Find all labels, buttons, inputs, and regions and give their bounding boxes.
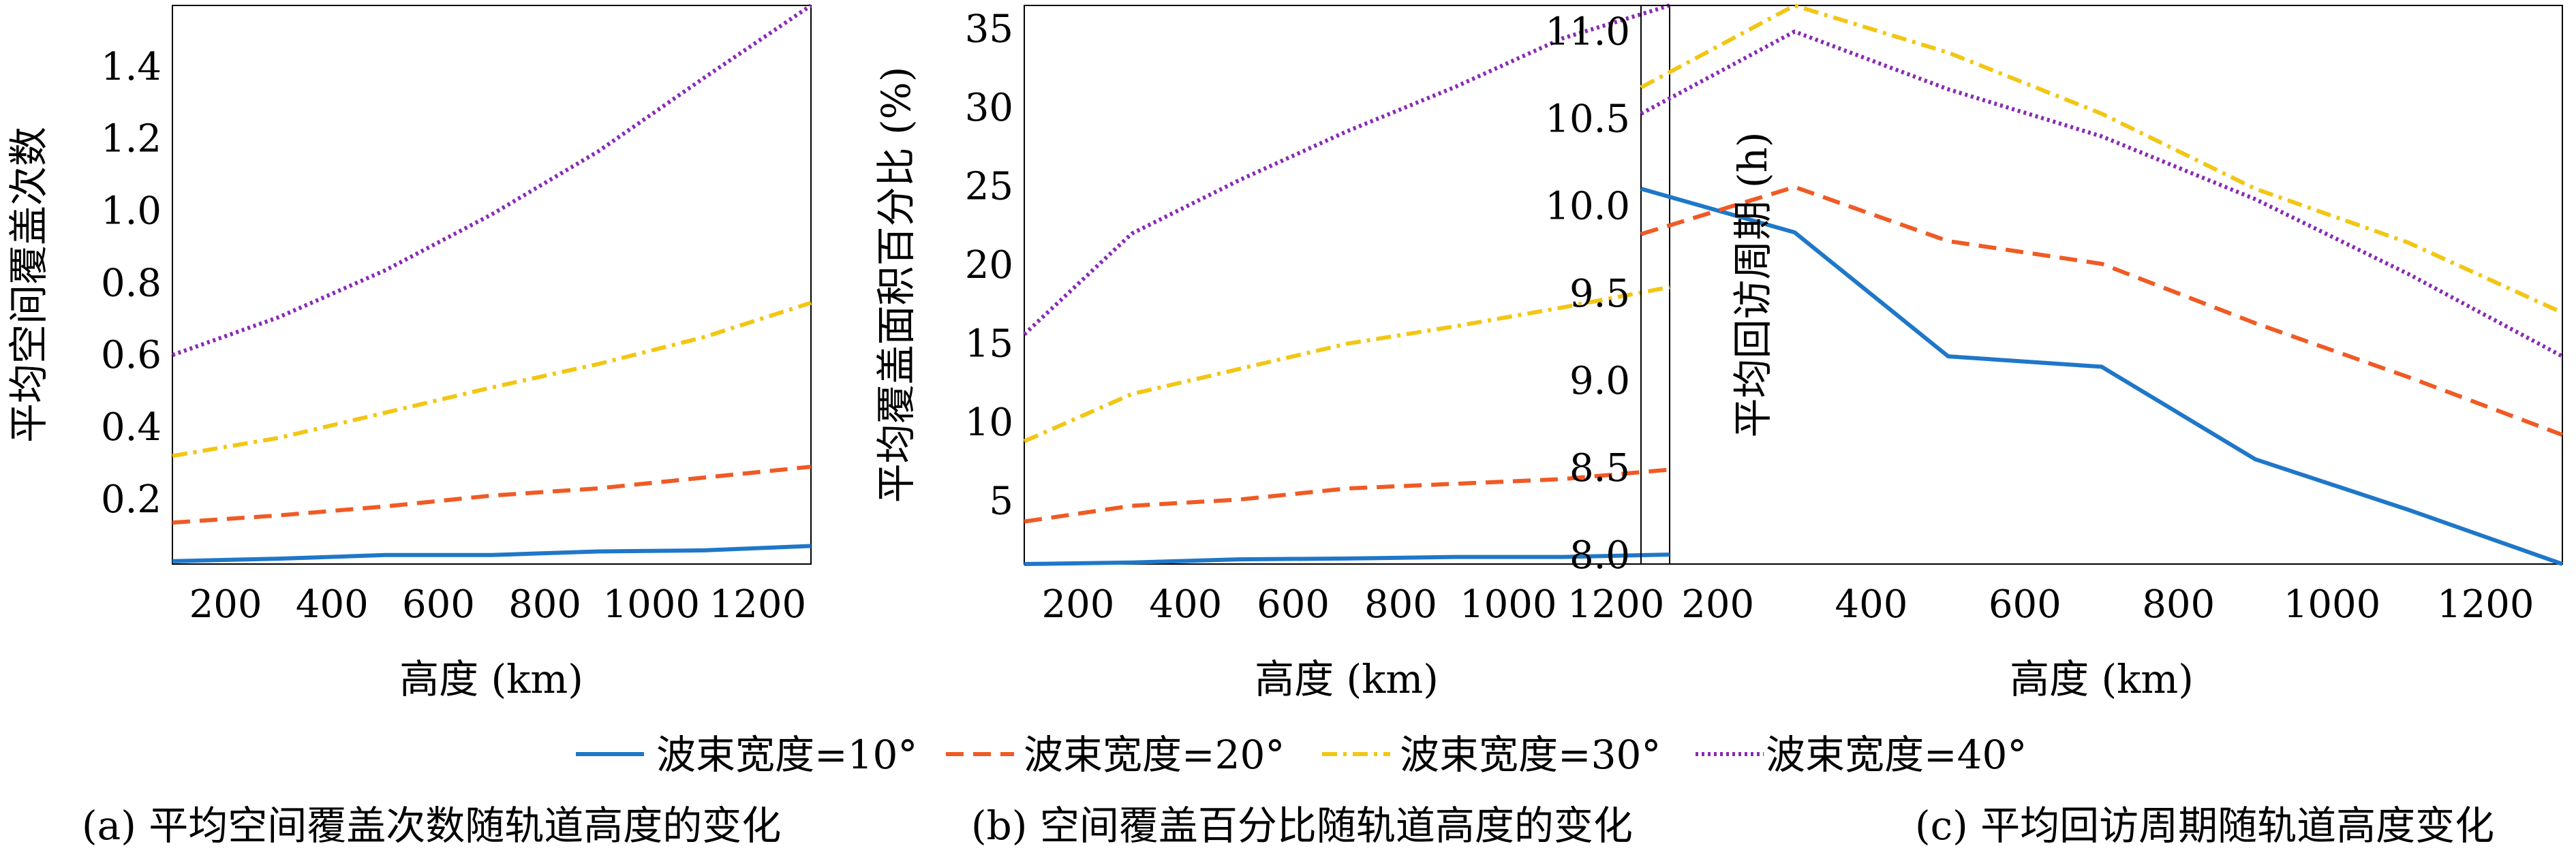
- y-axis-label: 平均回访周期 (h): [1730, 131, 1776, 437]
- series-layer: [171, 3, 812, 563]
- y-tick-label: 1.4: [101, 45, 162, 89]
- y-tick-label: 10.5: [1545, 97, 1630, 142]
- y-tick-label: 10.0: [1545, 185, 1630, 229]
- x-tick-label: 400: [1149, 582, 1222, 627]
- series-line-10deg: [1024, 552, 1670, 566]
- plot-frame: [1640, 5, 2563, 565]
- series-line-40deg: [1640, 29, 2564, 358]
- legend-label: 波束宽度=10°: [656, 732, 917, 778]
- chart-panel-b: 200 400 600 800 1000 1200 5 10 15 20 25 30 35 高度 (k…: [873, 3, 1670, 849]
- series-line-20deg: [172, 465, 812, 525]
- plot-frame: [1024, 5, 1670, 565]
- series-line-30deg: [172, 300, 812, 458]
- legend-label: 波束宽度=40°: [1766, 732, 2027, 778]
- legend-label: 波束宽度=20°: [1024, 732, 1285, 778]
- y-tick-label: 25: [965, 165, 1013, 209]
- x-tick-label: 600: [1257, 582, 1330, 627]
- series-line-10deg: [1640, 187, 2563, 566]
- x-tick-label: 800: [1364, 582, 1437, 627]
- x-tick-labels: 200 400 600 800 1000 1200: [1681, 582, 2534, 627]
- x-tick-label: 1200: [709, 582, 807, 627]
- y-tick-label: 30: [965, 86, 1013, 130]
- legend-item-20: 波束宽度=20°: [946, 732, 1285, 778]
- y-tick-label: 8.5: [1569, 446, 1630, 490]
- x-tick-labels: 200 400 600 800 1000 1200: [1041, 582, 1664, 627]
- y-tick-label: 11.0: [1545, 10, 1630, 54]
- y-axis-label: 平均空间覆盖次数: [5, 127, 52, 443]
- series-line-20deg: [1640, 185, 2564, 437]
- y-tick-label: 9.0: [1569, 359, 1630, 403]
- chart-panel-c: 200 400 600 800 1000 1200 8.0 8.5 9.0 9.5 10.0 10.…: [1545, 3, 2564, 849]
- x-tick-label: 200: [1041, 582, 1114, 627]
- x-tick-label: 1000: [1460, 582, 1557, 627]
- y-axis-label: 平均覆盖面积百分比 (%): [873, 67, 919, 503]
- y-tick-label: 0.4: [101, 405, 162, 450]
- legend-label: 波束宽度=30°: [1400, 732, 1661, 778]
- x-tick-label: 1000: [2284, 582, 2381, 627]
- legend-item-10: 波束宽度=10°: [576, 732, 917, 778]
- x-tick-labels: 200 400 600 800 1000 1200: [189, 582, 807, 627]
- y-tick-label: 9.5: [1569, 272, 1630, 316]
- series-layer: [1640, 3, 2564, 566]
- series-line-30deg: [1023, 285, 1670, 443]
- x-tick-label: 200: [189, 582, 262, 627]
- series-line-10deg: [172, 544, 812, 563]
- series-line-40deg: [171, 3, 812, 358]
- legend: 波束宽度=10° 波束宽度=20° 波束宽度=30° 波束宽度=40°: [576, 732, 2027, 778]
- x-axis-label: 高度 (km): [399, 656, 583, 702]
- y-tick-label: 0.6: [101, 333, 162, 377]
- x-tick-label: 400: [296, 582, 369, 627]
- x-axis-label: 高度 (km): [1255, 656, 1439, 702]
- legend-item-30: 波束宽度=30°: [1322, 732, 1661, 778]
- legend-item-40: 波束宽度=40°: [1696, 732, 2027, 778]
- y-tick-label: 10: [965, 401, 1013, 445]
- plot-frame: [172, 5, 812, 565]
- y-tick-label: 0.8: [101, 261, 162, 305]
- y-tick-label: 20: [965, 243, 1013, 287]
- y-tick-labels: 8.0 8.5 9.0 9.5 10.0 10.5 11.0: [1545, 10, 1630, 578]
- y-tick-label: 15: [965, 322, 1013, 366]
- panel-caption: (a) 平均空间覆盖次数随轨道高度的变化: [82, 802, 781, 849]
- series-line-40deg: [1022, 3, 1670, 336]
- y-tick-labels: 5 10 15 20 25 30 35: [965, 7, 1013, 524]
- x-tick-label: 800: [508, 582, 581, 627]
- x-tick-label: 1200: [2437, 582, 2534, 627]
- series-layer: [1022, 3, 1670, 566]
- x-tick-label: 600: [1989, 582, 2061, 627]
- x-tick-label: 1000: [603, 582, 701, 627]
- x-tick-label: 400: [1835, 582, 1908, 627]
- x-tick-label: 200: [1681, 582, 1754, 627]
- y-tick-label: 0.2: [101, 478, 162, 522]
- chart-panel-a: 200 400 600 800 1000 1200 0.2 0.4 0.6 0.8 1.0 1.2 1…: [5, 3, 812, 849]
- y-tick-label: 35: [965, 7, 1013, 52]
- panel-caption: (b) 空间覆盖百分比随轨道高度的变化: [971, 802, 1633, 849]
- y-tick-label: 8.0: [1569, 533, 1630, 578]
- x-tick-label: 600: [402, 582, 475, 627]
- panel-caption: (c) 平均回访周期随轨道高度变化: [1915, 802, 2494, 849]
- y-tick-label: 1.0: [101, 189, 162, 234]
- y-tick-label: 5: [989, 480, 1013, 524]
- series-line-30deg: [1640, 3, 2564, 315]
- y-tick-labels: 0.2 0.4 0.6 0.8 1.0 1.2 1.4: [101, 45, 162, 522]
- x-axis-label: 高度 (km): [2010, 656, 2194, 702]
- x-tick-label: 800: [2142, 582, 2215, 627]
- x-tick-label: 1200: [1567, 582, 1665, 627]
- y-tick-label: 1.2: [101, 117, 162, 161]
